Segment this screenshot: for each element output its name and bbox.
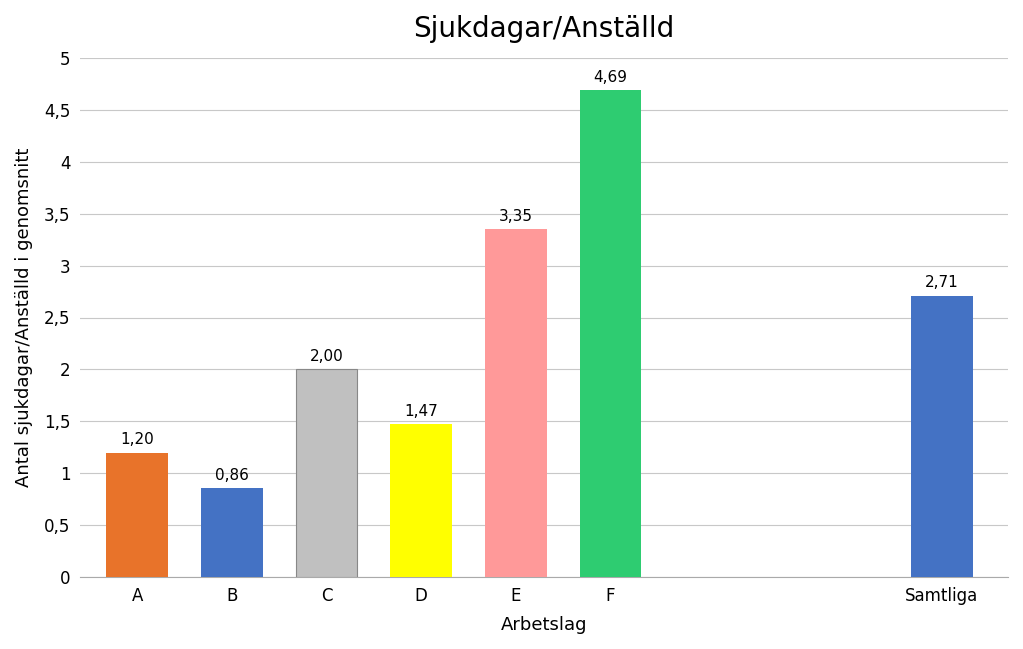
Text: 2,71: 2,71 bbox=[925, 275, 959, 291]
Bar bbox=[106, 452, 168, 577]
Title: Sjukdagar/Anställd: Sjukdagar/Anställd bbox=[413, 15, 675, 43]
Text: 1,20: 1,20 bbox=[121, 432, 154, 447]
Bar bbox=[296, 369, 357, 577]
Text: 1,47: 1,47 bbox=[404, 404, 438, 419]
X-axis label: Arbetslag: Arbetslag bbox=[501, 616, 587, 634]
Text: 0,86: 0,86 bbox=[215, 468, 249, 483]
Bar bbox=[910, 296, 973, 577]
Text: 3,35: 3,35 bbox=[499, 209, 533, 224]
Bar bbox=[391, 424, 452, 577]
Text: 2,00: 2,00 bbox=[310, 349, 344, 364]
Y-axis label: Antal sjukdagar/Anställd i genomsnitt: Antal sjukdagar/Anställd i genomsnitt bbox=[15, 148, 33, 487]
Bar bbox=[580, 90, 641, 577]
Text: 4,69: 4,69 bbox=[593, 70, 627, 85]
Bar bbox=[485, 229, 546, 577]
Bar bbox=[202, 488, 263, 577]
